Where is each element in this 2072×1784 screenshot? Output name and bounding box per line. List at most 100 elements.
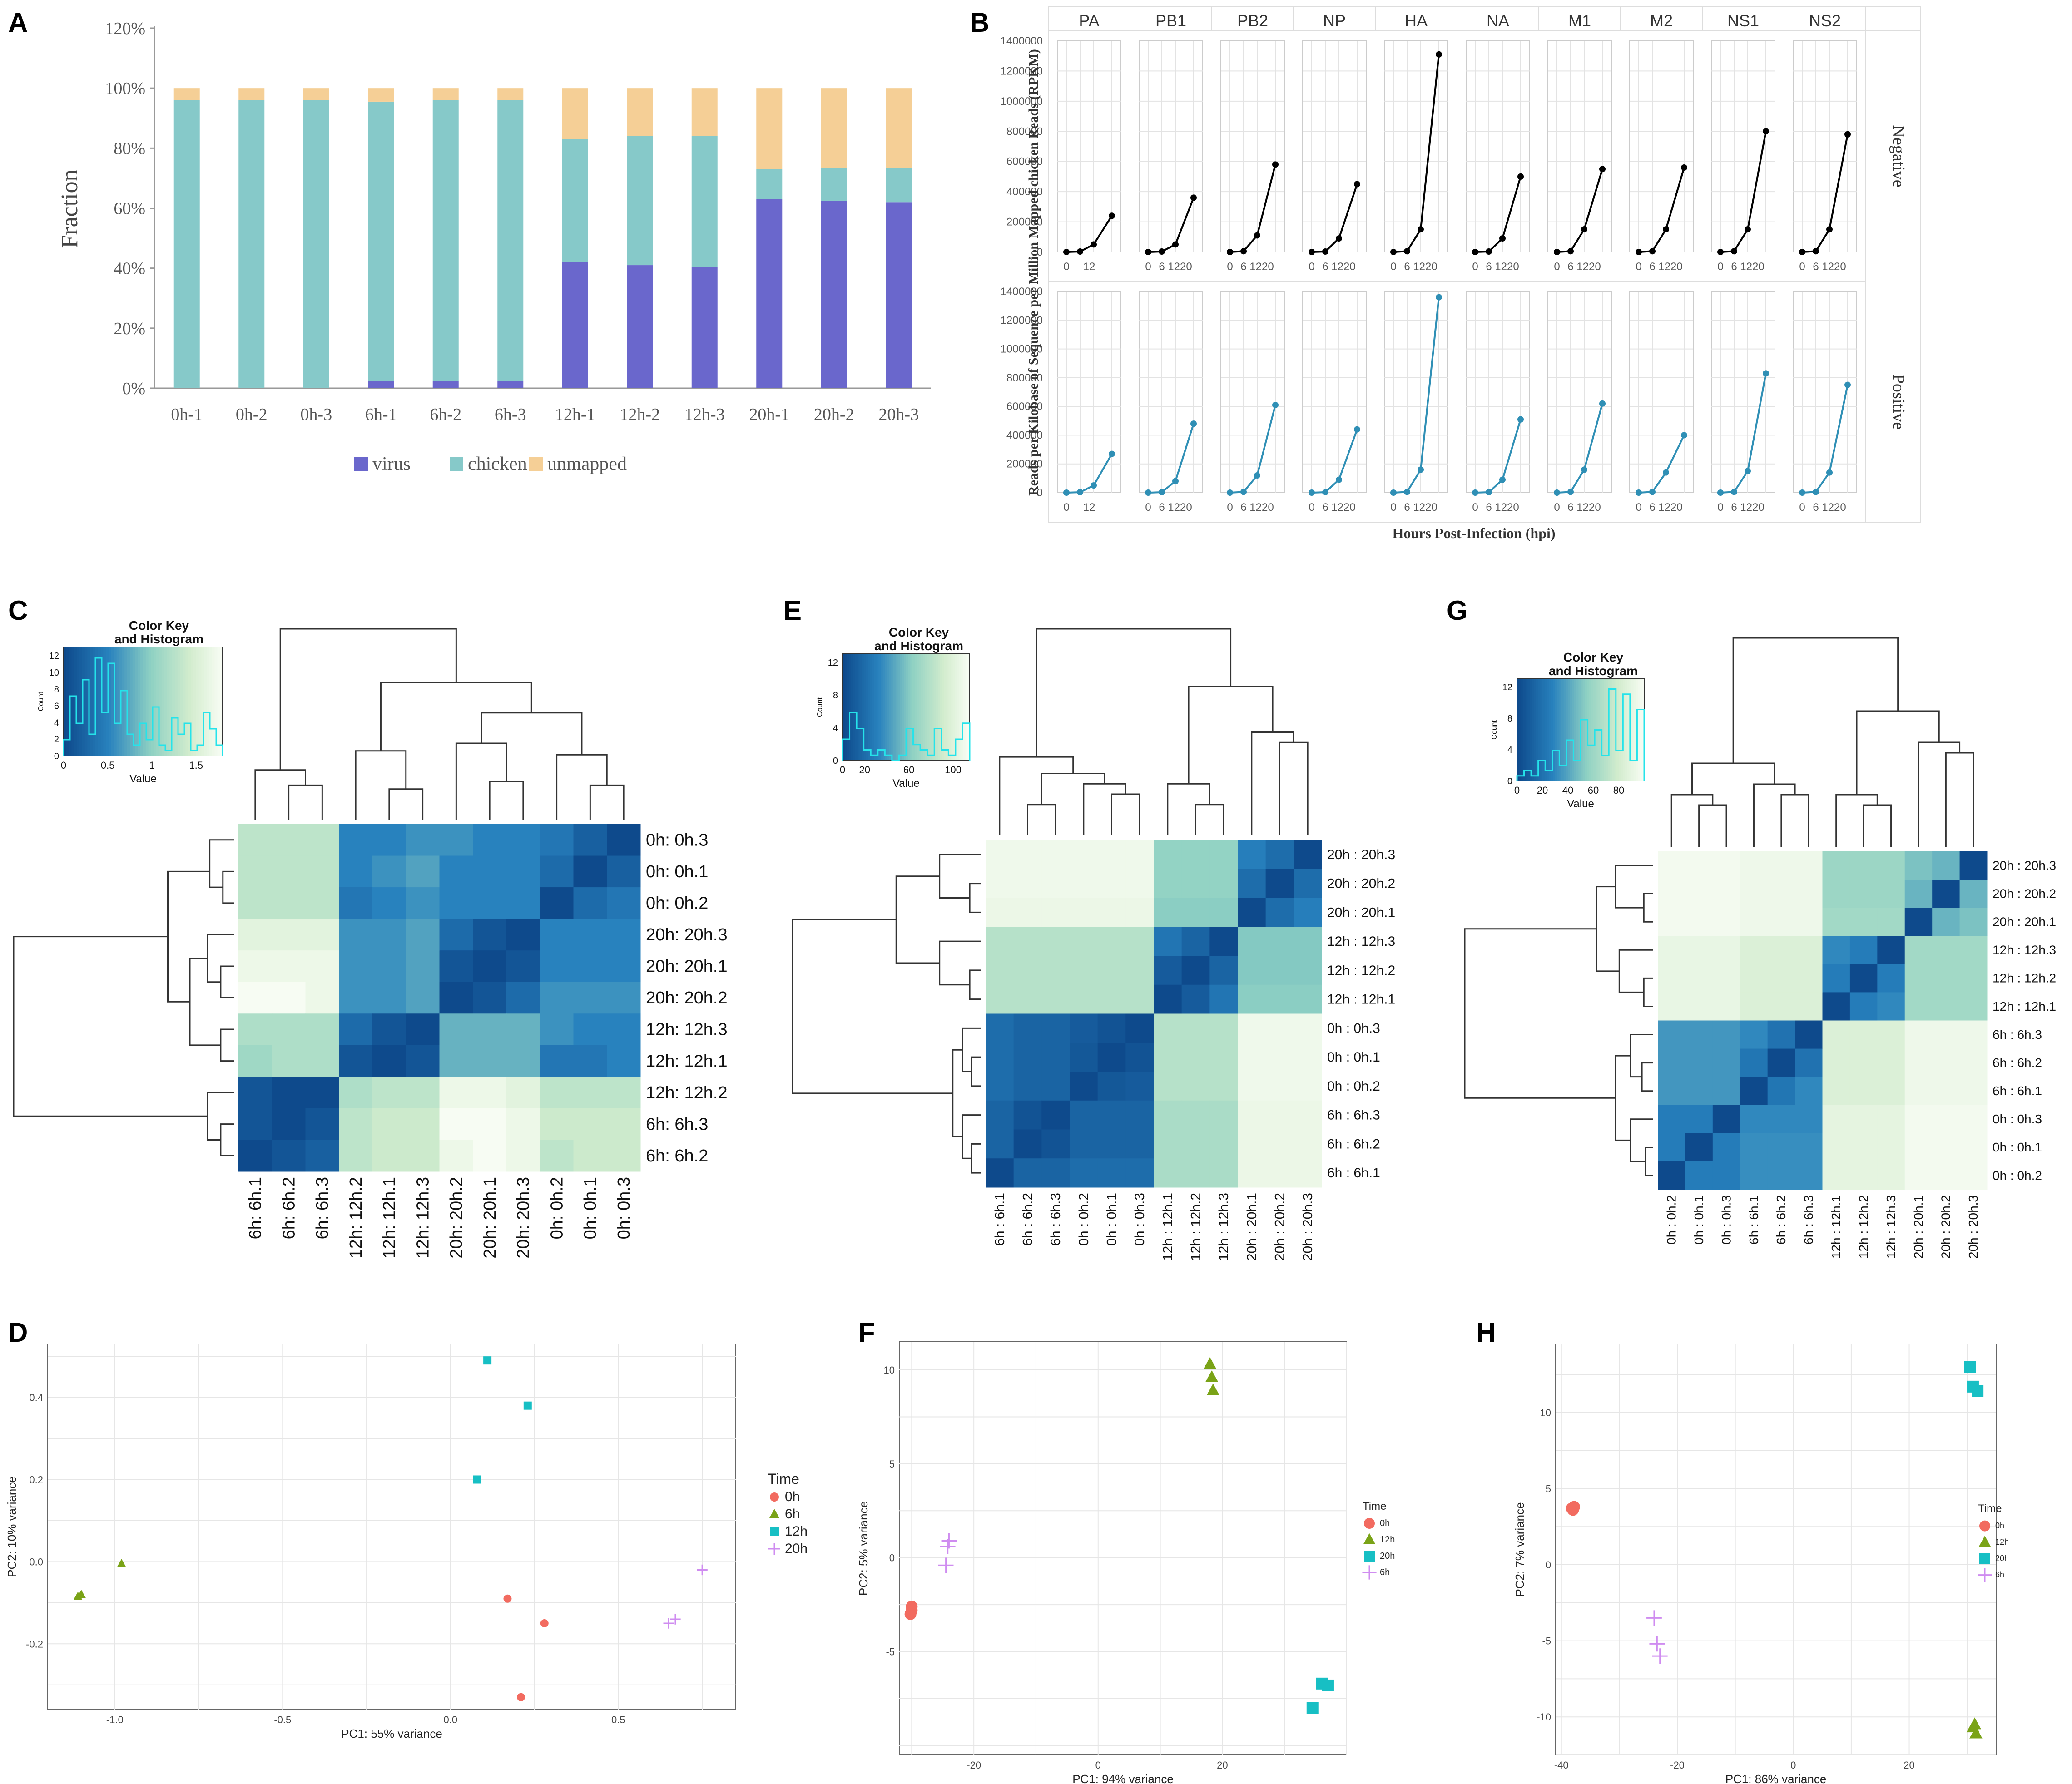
heatmap-cell: [439, 919, 473, 951]
color-key-gradient-step: [1633, 679, 1636, 781]
row-label: 0h: 0h.1: [646, 862, 708, 881]
heatmap-cell: [1904, 1077, 1933, 1106]
row-label: 20h: 20h.1: [646, 957, 728, 976]
point-positive-NP: [1354, 426, 1360, 433]
legend-key-0h: [1979, 1520, 1990, 1532]
heatmap-cell: [305, 1045, 339, 1077]
line-positive-PB1: [1148, 423, 1195, 494]
heatmap-cell: [1041, 840, 1070, 870]
y-tick-label: 100%: [105, 79, 145, 98]
point-6h: [73, 1591, 83, 1600]
x-tick-label: 0: [1390, 261, 1396, 273]
heatmap-cell: [1959, 1048, 1988, 1077]
row-dendrogram-branch: [1643, 977, 1653, 1007]
color-key-gradient-step: [124, 647, 128, 756]
color-key-gradient-step: [116, 647, 120, 756]
heatmap-cell: [339, 1077, 373, 1109]
column-dendrogram-branch: [1195, 804, 1224, 835]
line-positive-NP: [1311, 429, 1358, 494]
x-tick-label: 0: [1309, 501, 1314, 514]
col-label: 6h: 6h.1: [246, 1177, 265, 1239]
heatmap-cell: [1658, 851, 1685, 880]
heatmap-cell: [1795, 880, 1823, 908]
heatmap-cell: [372, 824, 406, 856]
row-dendrogram-branch: [1643, 893, 1653, 923]
bar-virus-6h-1: [368, 381, 394, 388]
col-label: 6h : 6h.2: [1774, 1195, 1788, 1245]
heatmap-cell: [1959, 1105, 1988, 1134]
facet-panel: [1711, 291, 1775, 493]
line-positive-NS2: [1802, 385, 1849, 494]
heatmap-cell: [573, 950, 607, 983]
x-tick-label: 6h-1: [365, 405, 397, 424]
x-tick-label: 6h-2: [430, 405, 461, 424]
heatmap-cell: [607, 824, 641, 856]
column-dendrogram-branch: [1279, 741, 1309, 835]
y-tick-label: 200000: [1006, 216, 1043, 228]
heatmap-cell: [1294, 1013, 1322, 1043]
point-positive-HA: [1390, 489, 1397, 496]
color-key-gradient-step: [863, 654, 866, 761]
color-key-gradient-step: [936, 654, 938, 761]
legend-swatch-virus: [354, 457, 368, 471]
heatmap-cell: [1013, 1043, 1042, 1072]
col-label: 20h : 20h.3: [1300, 1193, 1315, 1261]
y-tick-label: 1400000: [1001, 286, 1043, 298]
legend-label-0h: 0h: [785, 1489, 800, 1504]
heatmap-cell: [1070, 1043, 1098, 1072]
line-positive-M2: [1638, 435, 1685, 494]
x-tick-label: 0h-1: [171, 405, 203, 424]
point-negative-NA: [1499, 235, 1506, 242]
column-dendrogram-branch: [1945, 752, 1974, 847]
heatmap-cell: [272, 1140, 306, 1172]
x-tick-label: 1220: [1822, 261, 1846, 273]
x-tick-label: -20: [1670, 1759, 1685, 1771]
color-key-gradient-step: [868, 654, 871, 761]
column-dendrogram-branch: [1251, 731, 1294, 835]
row-dendrogram-branch: [792, 919, 953, 1094]
heatmap-cell: [1154, 927, 1182, 956]
heatmap-cell: [473, 982, 507, 1014]
y-axis-label: Reads per Kilobase of Sequence per Milli…: [1026, 49, 1041, 496]
panel-letter-e: E: [783, 595, 802, 626]
heatmap-cell: [986, 1129, 1014, 1159]
heatmap-cell: [540, 1108, 574, 1140]
column-dendrogram-branch: [1780, 794, 1809, 847]
legend-label-0h: 0h: [1995, 1521, 2004, 1530]
row-label: 6h : 6h.1: [1327, 1166, 1380, 1181]
heatmap-cell: [1070, 1013, 1098, 1043]
heatmap-cell: [1877, 1105, 1905, 1134]
heatmap-cell: [1070, 956, 1098, 985]
heatmap-cell: [1125, 1013, 1154, 1043]
x-tick-label: 1220: [1168, 261, 1192, 273]
heatmap-cell: [339, 855, 373, 888]
heatmap-cell: [1181, 840, 1210, 870]
row-dendrogram-branch: [1618, 949, 1653, 993]
x-tick-label: 20h-2: [814, 405, 854, 424]
color-key-gradient-step: [893, 654, 896, 761]
color-key-gradient-step: [1563, 679, 1566, 781]
x-axis-label: Hours Post-Infection (hpi): [1392, 525, 1555, 541]
heatmap-cell: [238, 1045, 273, 1077]
bar-unmapped-12h-3: [691, 88, 718, 136]
heatmap-cell: [305, 919, 339, 951]
color-key-gradient-step: [180, 647, 183, 756]
row-dendrogram-branch: [220, 965, 234, 998]
heatmap-cell: [339, 950, 373, 983]
color-key-x-label: Value: [1567, 798, 1594, 810]
row-dendrogram-branch: [1615, 865, 1653, 909]
heatmap-cell: [1959, 964, 1988, 993]
point-negative-PB2: [1240, 248, 1247, 255]
panel-letter-f: F: [858, 1317, 875, 1348]
heatmap-cell: [1849, 1048, 1878, 1077]
color-key-gradient-step: [1557, 679, 1560, 781]
line-negative-M2: [1638, 167, 1685, 253]
column-dendrogram-branch: [1041, 773, 1105, 805]
line-negative-NP: [1311, 183, 1358, 253]
y-tick-label: -5: [886, 1646, 895, 1658]
color-key-gradient-step: [859, 654, 862, 761]
heatmap-cell: [573, 982, 607, 1014]
y-tick-label: 10: [1540, 1407, 1551, 1418]
heatmap-cell: [1013, 869, 1042, 898]
heatmap-cell: [1041, 869, 1070, 898]
